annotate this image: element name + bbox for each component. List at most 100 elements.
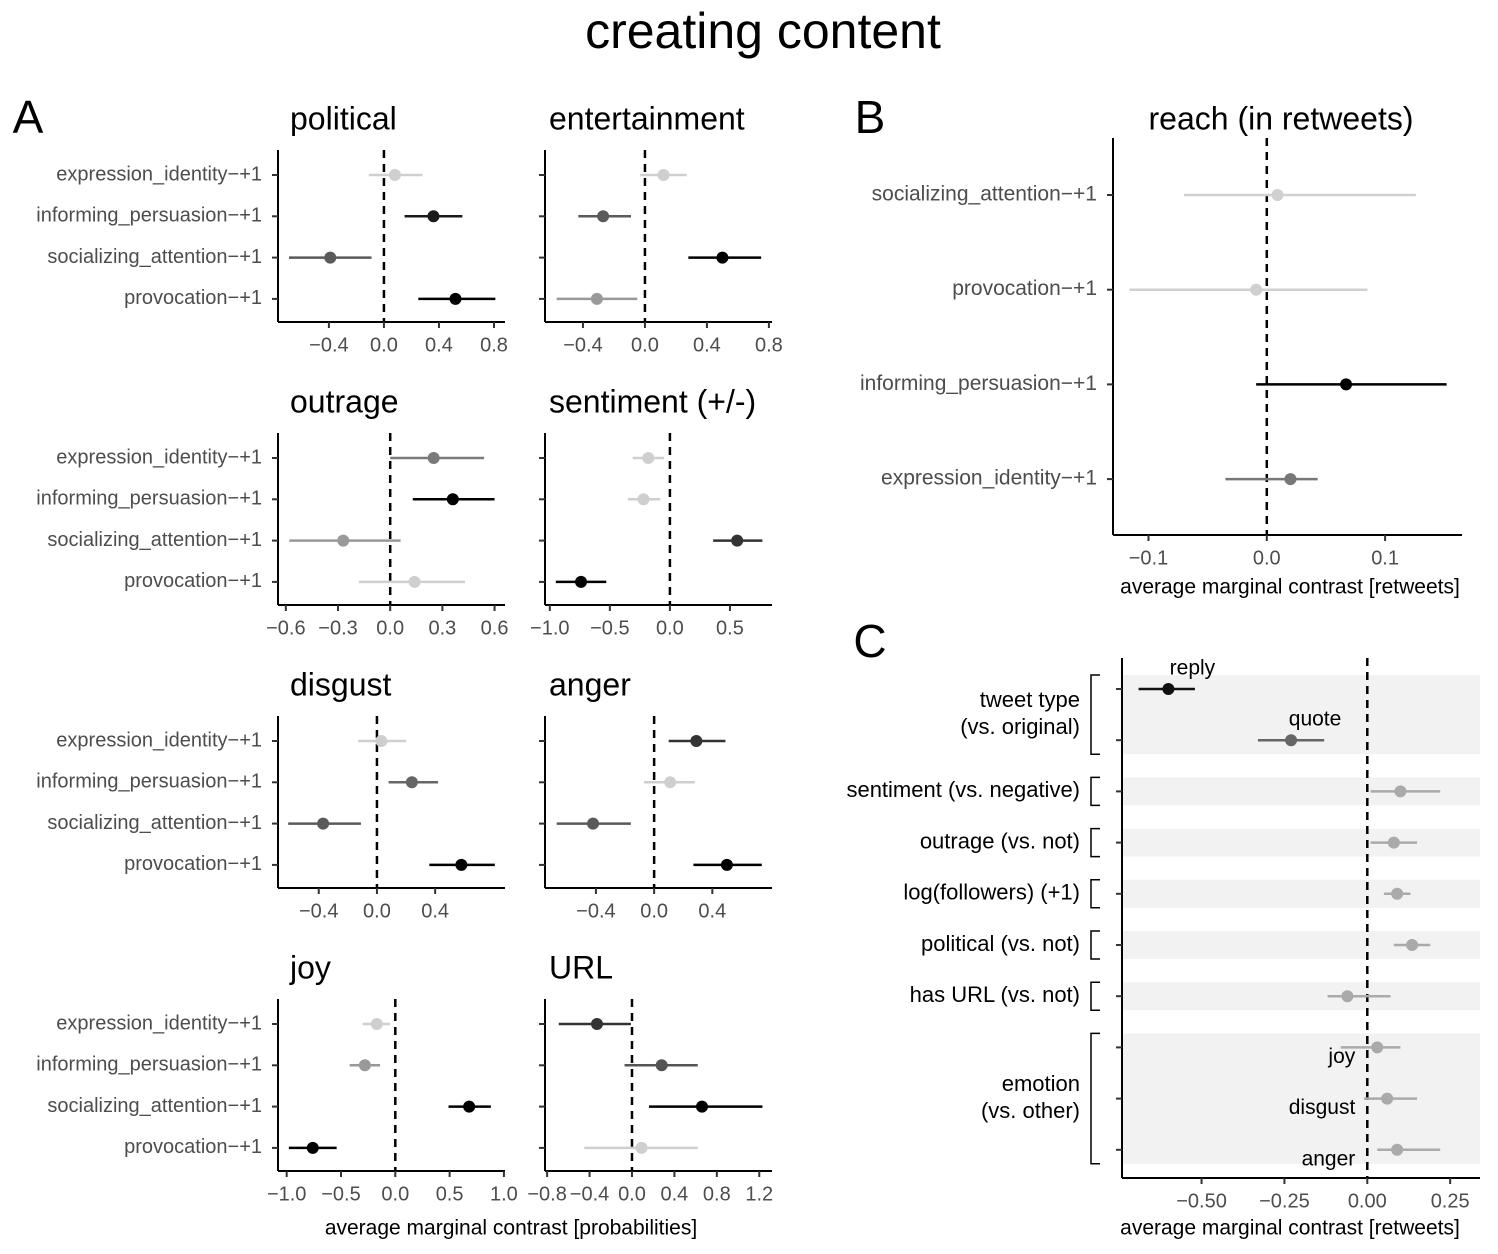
x-tick-label: 0.5 bbox=[716, 617, 744, 639]
x-tick-label: −0.50 bbox=[1176, 1190, 1227, 1212]
x-tick-label: 0.0 bbox=[381, 1183, 409, 1205]
group-label: (vs. other) bbox=[981, 1098, 1080, 1123]
point bbox=[720, 858, 733, 871]
point bbox=[317, 817, 330, 830]
x-tick-label: −0.1 bbox=[1129, 547, 1168, 569]
point bbox=[664, 776, 677, 789]
y-tick-label: socializing_attention−+1 bbox=[872, 183, 1097, 206]
point bbox=[1271, 189, 1284, 201]
point bbox=[388, 169, 401, 181]
x-tick-label: 1.2 bbox=[745, 1183, 773, 1205]
group-label: sentiment (vs. negative) bbox=[846, 777, 1080, 802]
x-tick-label: 0.0 bbox=[656, 617, 684, 639]
point bbox=[427, 210, 440, 223]
point bbox=[446, 493, 459, 506]
point-label: disgust bbox=[1289, 1096, 1356, 1119]
point bbox=[597, 210, 610, 223]
x-tick-label: 0.4 bbox=[698, 900, 726, 922]
x-tick-label: 0.4 bbox=[661, 1183, 689, 1205]
plot-title: anger bbox=[549, 666, 631, 702]
y-tick-label: informing_persuasion−+1 bbox=[36, 488, 262, 510]
point-label: joy bbox=[1327, 1045, 1355, 1068]
panel-letter: B bbox=[855, 91, 886, 143]
x-tick-label: 0.1 bbox=[1371, 547, 1399, 569]
group-label: log(followers) (+1) bbox=[903, 880, 1080, 905]
x-tick-label: −0.4 bbox=[576, 900, 615, 922]
point bbox=[1250, 283, 1263, 296]
panel-letter: C bbox=[853, 615, 886, 667]
point bbox=[1285, 734, 1298, 747]
x-tick-label: 0.0 bbox=[376, 617, 404, 639]
point bbox=[657, 169, 670, 181]
x-tick-label: 0.8 bbox=[480, 334, 508, 356]
point bbox=[655, 1059, 668, 1072]
x-tick-label: 1.0 bbox=[490, 1183, 518, 1205]
group-band bbox=[1122, 982, 1480, 1011]
point bbox=[375, 735, 388, 747]
y-tick-label: provocation−+1 bbox=[124, 853, 262, 875]
group-label: has URL (vs. not) bbox=[910, 982, 1080, 1007]
group-label: emotion bbox=[1002, 1071, 1080, 1096]
x-tick-label: −1.0 bbox=[530, 617, 569, 639]
group-bracket bbox=[1090, 981, 1100, 1011]
x-tick-label: 0.8 bbox=[703, 1183, 731, 1205]
x-tick-label: 0.4 bbox=[693, 334, 721, 356]
point bbox=[1387, 836, 1400, 849]
x-tick-label: −0.25 bbox=[1259, 1190, 1310, 1212]
point bbox=[1340, 378, 1353, 391]
x-tick-label: 0.0 bbox=[631, 334, 659, 356]
x-tick-label: −0.5 bbox=[590, 617, 629, 639]
x-tick-label: 0.8 bbox=[755, 334, 783, 356]
x-tick-label: 0.00 bbox=[1348, 1190, 1387, 1212]
point-label: quote bbox=[1289, 708, 1342, 731]
x-tick-label: 0.4 bbox=[425, 334, 453, 356]
figure-title: creating content bbox=[585, 3, 941, 59]
plot-title: joy bbox=[289, 949, 331, 985]
y-tick-label: provocation−+1 bbox=[124, 287, 262, 309]
y-tick-label: informing_persuasion−+1 bbox=[36, 205, 262, 227]
point bbox=[358, 1059, 371, 1072]
x-tick-label: 0.0 bbox=[1253, 547, 1281, 569]
point bbox=[324, 251, 337, 264]
y-tick-label: informing_persuasion−+1 bbox=[860, 372, 1097, 395]
x-tick-label: −0.3 bbox=[318, 617, 357, 639]
plot-title: entertainment bbox=[549, 100, 745, 136]
plot-title: URL bbox=[549, 949, 613, 985]
y-tick-label: expression_identity−+1 bbox=[56, 1012, 262, 1034]
plot-title: disgust bbox=[290, 666, 392, 702]
point bbox=[1162, 683, 1175, 695]
point bbox=[587, 817, 600, 830]
point bbox=[1381, 1092, 1394, 1105]
y-tick-label: expression_identity−+1 bbox=[881, 467, 1097, 490]
point bbox=[695, 1100, 708, 1113]
y-tick-label: provocation−+1 bbox=[124, 1136, 262, 1158]
point bbox=[590, 1018, 603, 1030]
y-tick-label: expression_identity−+1 bbox=[56, 729, 262, 751]
y-tick-label: expression_identity−+1 bbox=[56, 446, 262, 468]
group-label: (vs. original) bbox=[960, 714, 1080, 739]
group-label: outrage (vs. not) bbox=[920, 828, 1080, 853]
x-tick-label: −0.5 bbox=[321, 1183, 360, 1205]
y-tick-label: socializing_attention−+1 bbox=[47, 529, 262, 551]
y-tick-label: socializing_attention−+1 bbox=[47, 1095, 262, 1117]
x-tick-label: 0.0 bbox=[640, 900, 668, 922]
point bbox=[306, 1141, 319, 1154]
x-axis-label: average marginal contrast [retweets] bbox=[1120, 576, 1460, 599]
point bbox=[1394, 785, 1407, 798]
plot-title: reach (in retweets) bbox=[1149, 100, 1414, 136]
x-tick-label: −1.0 bbox=[267, 1183, 306, 1205]
y-tick-label: socializing_attention−+1 bbox=[47, 812, 262, 834]
point bbox=[575, 575, 588, 588]
point-label: anger bbox=[1302, 1147, 1356, 1170]
group-bracket bbox=[1090, 776, 1100, 807]
point bbox=[1341, 990, 1354, 1003]
plot-title: sentiment (+/-) bbox=[549, 383, 756, 419]
group-bracket bbox=[1090, 674, 1100, 755]
point bbox=[337, 534, 350, 547]
x-tick-label: −0.8 bbox=[527, 1183, 566, 1205]
group-bracket bbox=[1090, 1032, 1100, 1165]
point bbox=[449, 292, 462, 305]
group-bracket bbox=[1090, 827, 1100, 858]
